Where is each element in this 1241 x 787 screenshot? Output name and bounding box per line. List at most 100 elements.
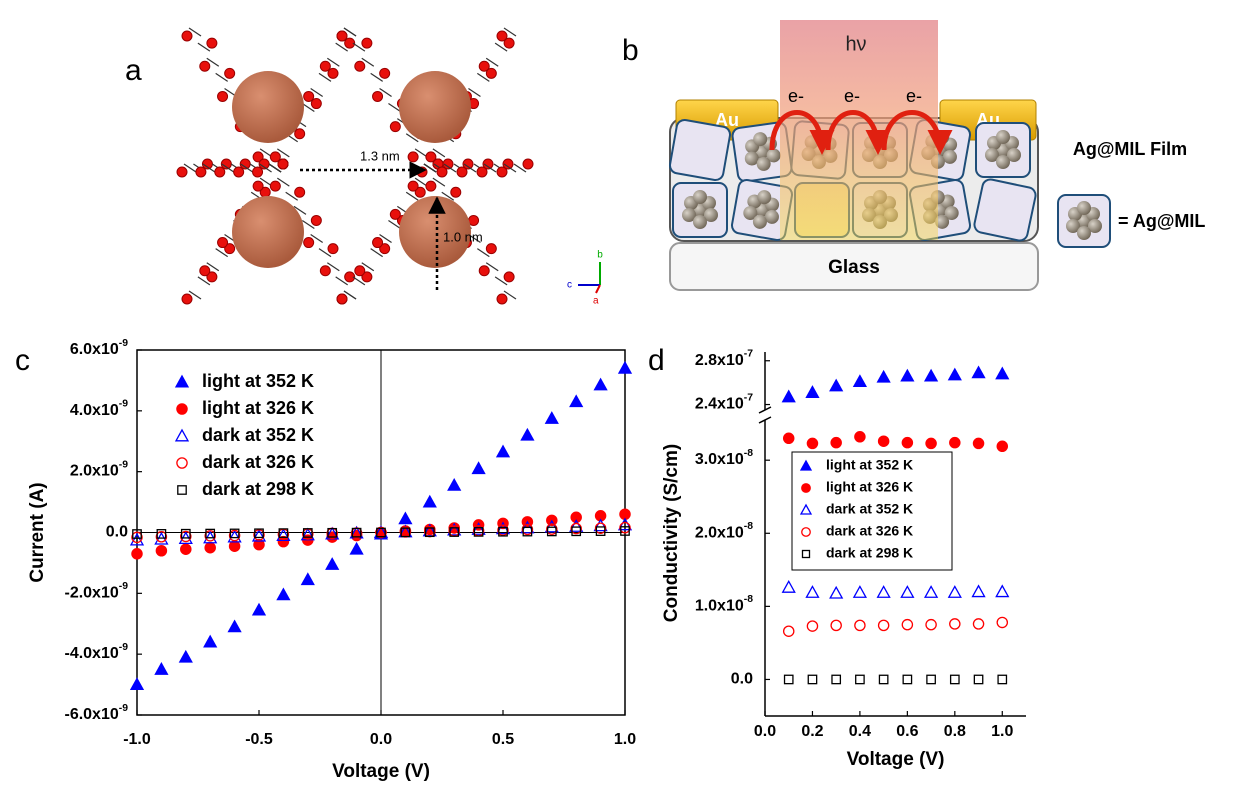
- marker: [570, 396, 582, 407]
- silver-cluster: [232, 71, 304, 143]
- marker: [155, 663, 167, 674]
- panel-label: b: [622, 34, 639, 67]
- marker: [830, 587, 842, 598]
- silver-atom: [996, 130, 1010, 144]
- silver-atom: [1077, 226, 1091, 240]
- tick-label-mantissa: 2.0x10: [695, 525, 744, 542]
- x-tick-label: 0.6: [896, 723, 918, 740]
- panel-label: c: [15, 344, 30, 377]
- crystal-box: [669, 119, 732, 182]
- legend-marker: [178, 486, 186, 494]
- x-axis-label: Voltage (V): [847, 749, 945, 770]
- marker: [879, 675, 887, 683]
- crystal: [973, 178, 1037, 242]
- marker: [448, 479, 460, 490]
- legend-label: dark at 326 K: [202, 452, 314, 472]
- oxygen: [215, 167, 225, 177]
- marker: [854, 376, 866, 387]
- marker: [903, 675, 911, 683]
- marker: [399, 513, 411, 524]
- marker: [807, 621, 817, 631]
- tick-label-mantissa: -4.0x10: [64, 645, 118, 662]
- tick-label-mantissa: -2.0x10: [64, 585, 118, 602]
- marker: [131, 679, 143, 690]
- film-label: Ag@MIL Film: [1073, 139, 1187, 159]
- silver-atom: [693, 215, 707, 229]
- marker: [926, 438, 936, 448]
- oxygen: [177, 167, 187, 177]
- oxygen: [390, 122, 400, 132]
- oxygen: [328, 68, 338, 78]
- marker: [424, 496, 436, 507]
- marker: [351, 543, 363, 554]
- tick-label: 2.0x10-8: [695, 521, 753, 542]
- distance-label: 1.0 nm: [443, 229, 483, 244]
- oxygen: [270, 181, 280, 191]
- electron-label: e-: [788, 86, 804, 106]
- oxygen: [373, 91, 383, 101]
- tick-label-mantissa: 2.4x10: [695, 396, 744, 413]
- legend-marker: [177, 458, 187, 468]
- tick-label-exponent: -9: [119, 642, 128, 653]
- tick-label-mantissa: 4.0x10: [70, 402, 119, 419]
- tick-label-exponent: -9: [119, 338, 128, 349]
- oxygen: [355, 266, 365, 276]
- marker: [253, 604, 265, 615]
- legend-marker: [177, 404, 187, 414]
- x-tick-label: -0.5: [245, 731, 273, 748]
- marker: [998, 675, 1006, 683]
- marker: [973, 367, 985, 378]
- tick-label-exponent: -8: [744, 448, 753, 459]
- tick-label-exponent: -9: [119, 459, 128, 470]
- tick-label: -2.0x10-9: [64, 581, 128, 602]
- oxygen: [225, 68, 235, 78]
- tick-label: 2.0x10-9: [70, 459, 128, 480]
- marker: [902, 438, 912, 448]
- marker: [497, 446, 509, 457]
- oxygen: [479, 266, 489, 276]
- marker: [807, 438, 817, 448]
- oxygen: [380, 68, 390, 78]
- tick-label: 1.0x10-8: [695, 594, 753, 615]
- tick-label-mantissa: 2.8x10: [695, 352, 744, 369]
- tick-label: 4.0x10-9: [70, 398, 128, 419]
- photon-label: hν: [845, 33, 866, 55]
- tick-label-exponent: -9: [119, 398, 128, 409]
- x-tick-label: 0.2: [801, 723, 823, 740]
- tick-label-exponent: -9: [119, 703, 128, 714]
- marker: [973, 586, 985, 597]
- marker: [901, 370, 913, 381]
- marker: [806, 586, 818, 597]
- panel-b: b Glass Au Au hν e- e- e- Ag@MIL Film = …: [622, 20, 1205, 290]
- oxygen: [337, 294, 347, 304]
- x-tick-label: 0.4: [849, 723, 871, 740]
- panel-label: a: [125, 54, 142, 87]
- legend-marker: [802, 484, 811, 493]
- marker: [856, 675, 864, 683]
- oxygen: [426, 181, 436, 191]
- marker: [205, 543, 215, 553]
- panel-label: d: [648, 344, 665, 377]
- oxygen: [218, 91, 228, 101]
- tick-label: 2.8x10-7: [695, 348, 753, 369]
- oxygen: [504, 38, 514, 48]
- oxygen: [196, 167, 206, 177]
- oxygen: [304, 91, 314, 101]
- marker: [855, 432, 865, 442]
- legend-label: dark at 352 K: [202, 425, 314, 445]
- crystal-box: [973, 178, 1037, 242]
- x-tick-label: 1.0: [614, 731, 636, 748]
- marker: [951, 675, 959, 683]
- oxygen: [218, 238, 228, 248]
- silver-atom: [1077, 201, 1091, 215]
- marker: [204, 636, 216, 647]
- marker: [619, 362, 631, 373]
- distance-label: 1.3 nm: [360, 148, 400, 163]
- oxygen: [182, 31, 192, 41]
- tick-label: -6.0x10-9: [64, 703, 128, 724]
- marker: [808, 675, 816, 683]
- marker: [302, 574, 314, 585]
- electron-label: e-: [844, 86, 860, 106]
- tick-label-mantissa: 1.0x10: [695, 598, 744, 615]
- legend-label: light at 352 K: [826, 457, 913, 473]
